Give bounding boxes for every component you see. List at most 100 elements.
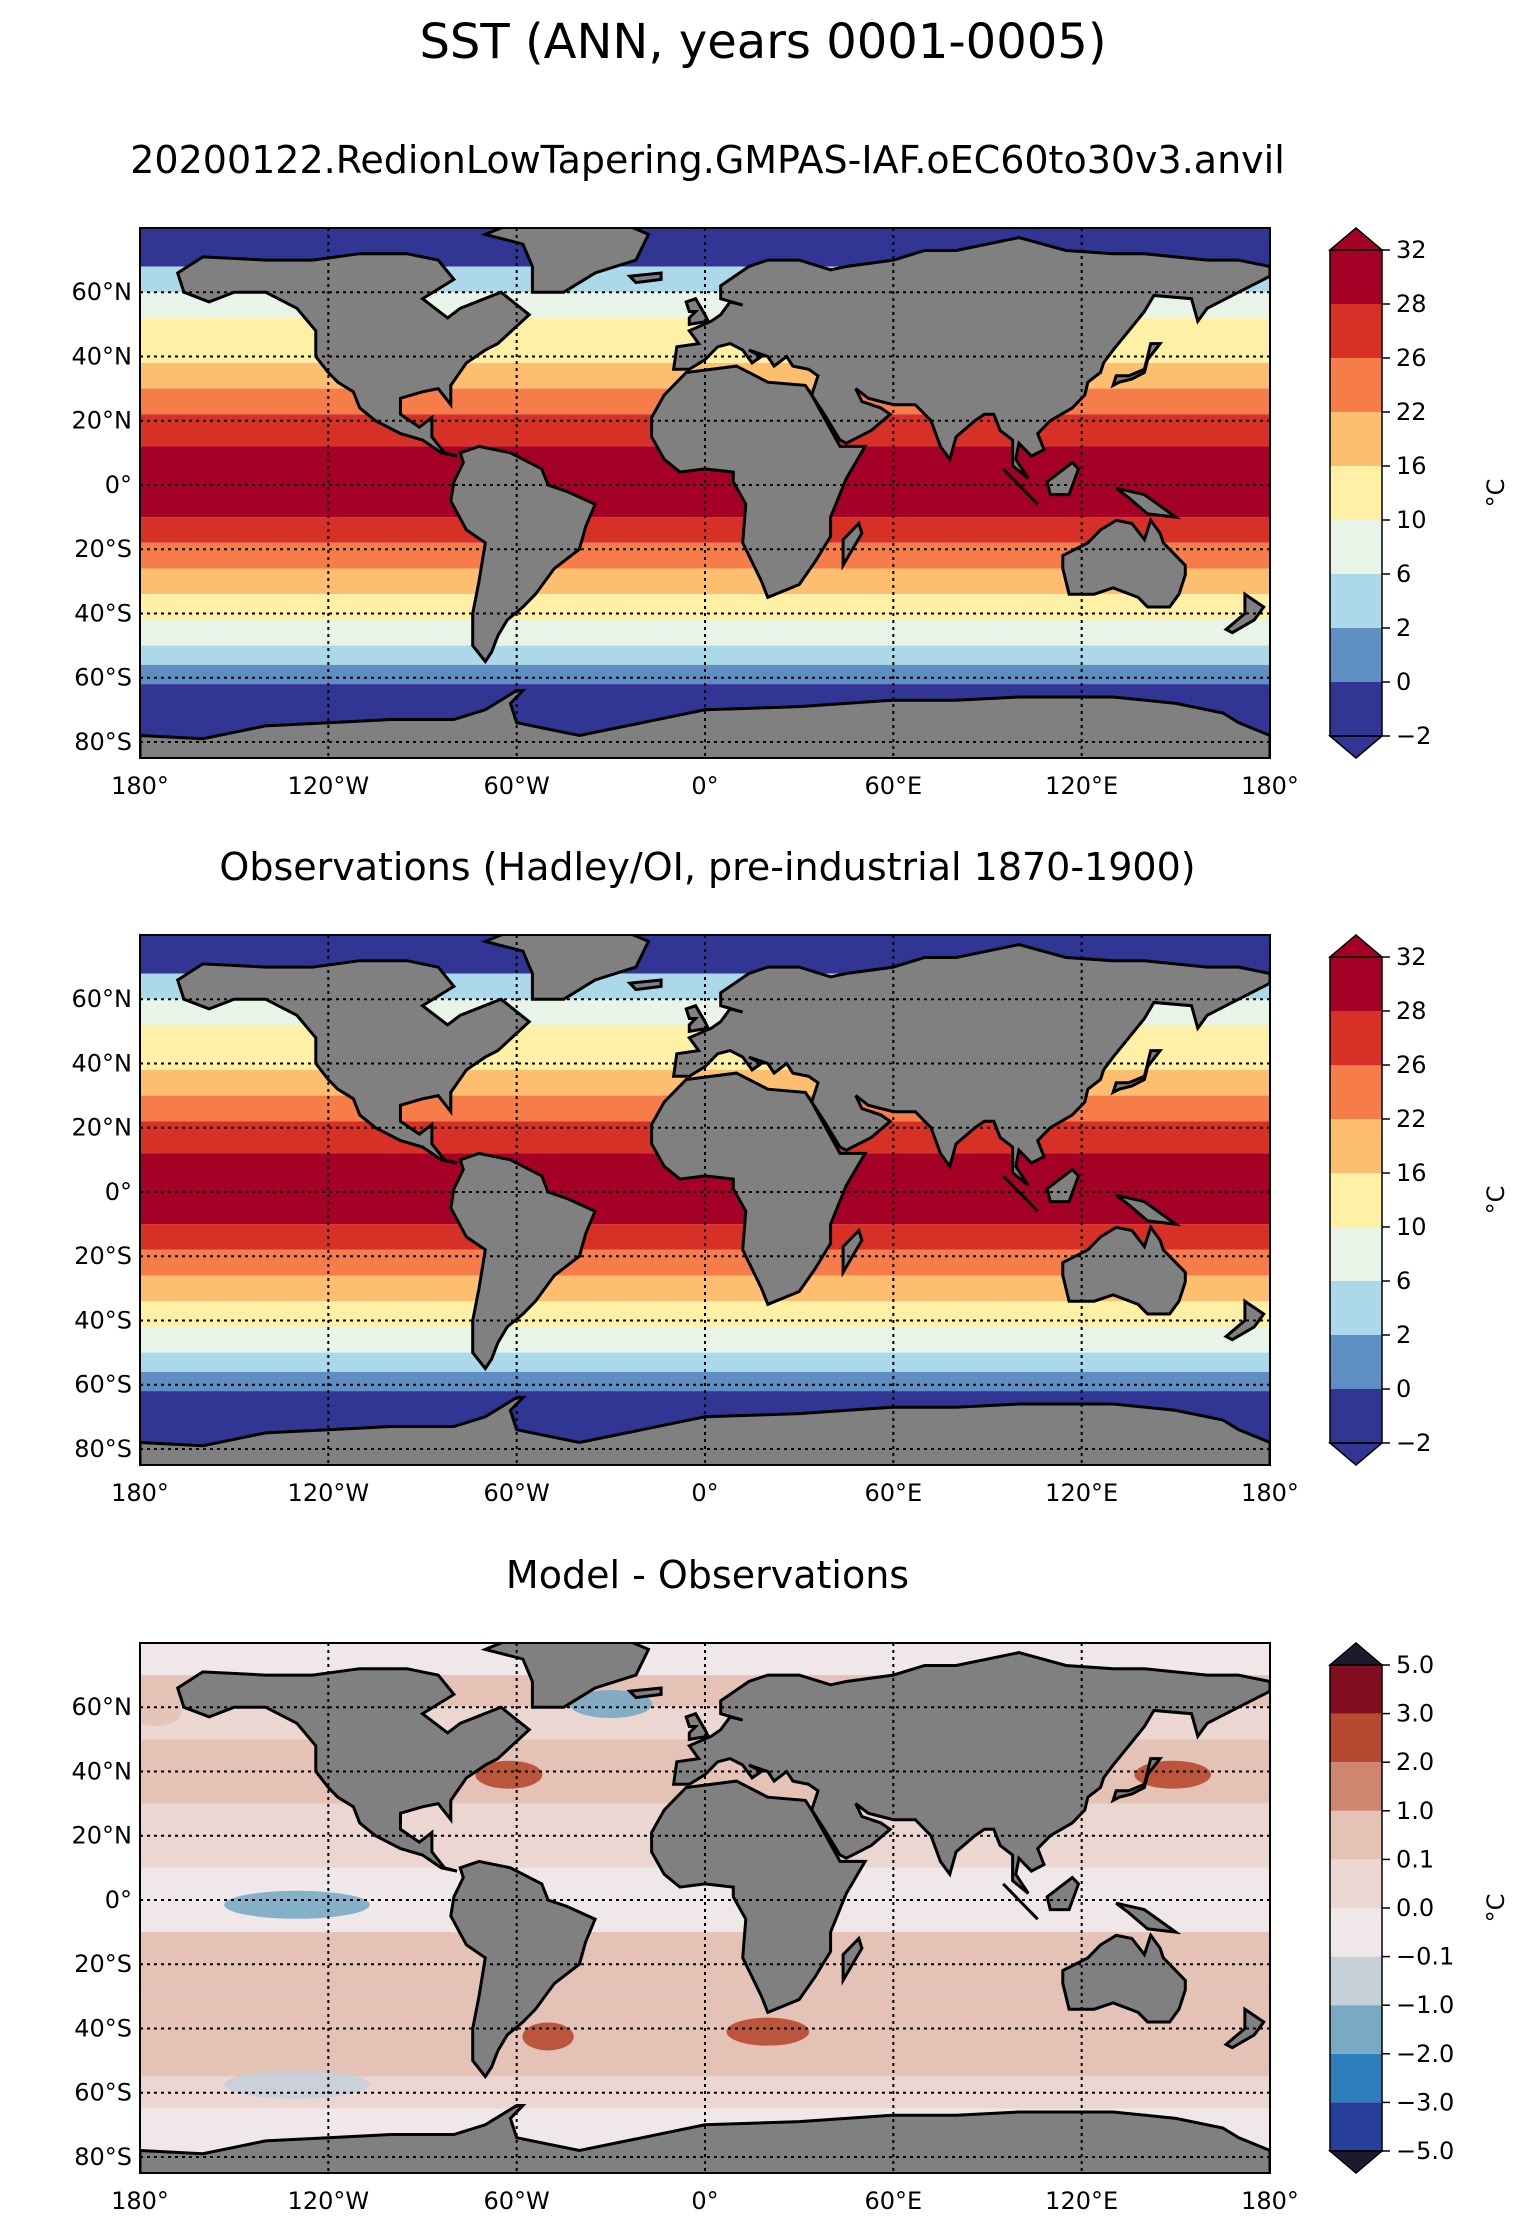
colorbar-tick-label: 22 xyxy=(1396,1105,1427,1133)
colorbar-tick-label: 0 xyxy=(1396,1375,1411,1403)
colorbar-tick-label: 0.0 xyxy=(1396,1894,1434,1922)
anomaly-patch xyxy=(726,2017,810,2046)
land-mass xyxy=(841,1935,864,1986)
colorbar-tick-label: −2.0 xyxy=(1396,2040,1454,2068)
y-tick-label: 20°S xyxy=(74,535,132,563)
colorbar-tick-label: 22 xyxy=(1396,398,1427,426)
colorbar-swatch xyxy=(1330,1956,1382,2006)
land-mass xyxy=(480,1643,651,1709)
colorbar-tick-label: −2 xyxy=(1396,1429,1431,1457)
colorbar-tick-label: 3.0 xyxy=(1396,1700,1434,1728)
colorbar-swatch xyxy=(1330,957,1382,1011)
colorbar-tick-label: 0 xyxy=(1396,668,1411,696)
x-tick-label: 60°E xyxy=(864,772,922,800)
colorbar-unit-label: °C xyxy=(1482,1894,1510,1923)
land-mass xyxy=(1045,1875,1081,1912)
colorbar-swatch xyxy=(1330,2005,1382,2054)
y-tick-label: 20°N xyxy=(72,1114,133,1142)
land-mass xyxy=(480,228,651,294)
y-tick-label: 60°S xyxy=(74,1371,132,1399)
colorbar-tick-label: −3.0 xyxy=(1396,2088,1454,2116)
map-frame xyxy=(139,227,1271,759)
x-tick-label: 120°W xyxy=(288,1479,370,1507)
y-tick-label: 60°N xyxy=(72,1693,133,1721)
x-tick-label: 120°E xyxy=(1045,2187,1118,2215)
colorbar-swatch xyxy=(1330,1810,1382,1860)
x-tick-label: 60°W xyxy=(484,1479,550,1507)
x-tick-label: 120°E xyxy=(1045,1479,1118,1507)
map-frame xyxy=(139,934,1271,1466)
x-tick-label: 180° xyxy=(111,772,169,800)
land-mass xyxy=(1110,342,1164,389)
land-mass xyxy=(671,943,1270,1187)
land-mass xyxy=(1115,486,1182,520)
y-tick-label: 20°N xyxy=(72,407,133,435)
anomaly-patch xyxy=(569,1690,653,1719)
colorbar-tick-label: 0.1 xyxy=(1396,1845,1434,1873)
colorbar-swatch xyxy=(1330,412,1382,466)
map-field xyxy=(140,1643,1270,2173)
anomaly-patch xyxy=(475,1760,543,1789)
colorbar-tick-label: 2.0 xyxy=(1396,1748,1434,1776)
colorbar-unit-label: °C xyxy=(1482,479,1510,508)
colorbar-swatch xyxy=(1330,466,1382,520)
land-mass xyxy=(1223,591,1266,635)
colorbar-swatch xyxy=(1330,1281,1382,1335)
colorbar-tick-label: −2 xyxy=(1396,722,1431,750)
land-mass xyxy=(1002,1882,1039,1921)
y-tick-label: 60°S xyxy=(74,2079,132,2107)
land-mass xyxy=(1223,1298,1266,1342)
colorbar-swatch xyxy=(1330,1335,1382,1389)
y-tick-label: 40°S xyxy=(74,2014,132,2042)
land-mass xyxy=(1110,1049,1164,1096)
colorbar-tick-label: 6 xyxy=(1396,1267,1411,1295)
colorbar-swatch xyxy=(1330,682,1382,736)
y-tick-label: 40°N xyxy=(72,342,133,370)
colorbar-tick-label: 6 xyxy=(1396,560,1411,588)
y-tick-label: 0° xyxy=(105,1178,132,1206)
colorbar-swatch xyxy=(1330,1665,1382,1714)
colorbar-tick-label: 28 xyxy=(1396,290,1427,318)
x-tick-label: 0° xyxy=(691,1479,718,1507)
colorbar-tick-label: 16 xyxy=(1396,1159,1427,1187)
colorbar-tick-label: 26 xyxy=(1396,1051,1427,1079)
land-mass xyxy=(1110,1757,1164,1804)
colorbar-tick-label: 10 xyxy=(1396,506,1427,534)
colorbar-swatch xyxy=(1330,1011,1382,1065)
land-mass xyxy=(650,1779,868,2015)
land-mass xyxy=(650,1071,868,1307)
colorbar-swatch xyxy=(1330,1713,1382,1763)
y-tick-label: 40°N xyxy=(72,1757,133,1785)
colorbar-tick-label: 5.0 xyxy=(1396,1651,1434,1679)
colorbar-swatch xyxy=(1330,2053,1382,2103)
anomaly-patch xyxy=(140,1698,182,1727)
colorbar-tick-label: −0.1 xyxy=(1396,1943,1454,1971)
x-tick-label: 120°E xyxy=(1045,772,1118,800)
figure-title: SST (ANN, years 0001-0005) xyxy=(419,14,1107,70)
land-mass xyxy=(626,271,663,285)
y-tick-label: 60°S xyxy=(74,664,132,692)
y-tick-label: 80°S xyxy=(74,2143,132,2171)
colorbar-swatch xyxy=(1330,1065,1382,1119)
x-tick-label: 60°W xyxy=(484,772,550,800)
land-mass xyxy=(1223,2006,1266,2050)
y-tick-label: 0° xyxy=(105,471,132,499)
x-tick-label: 0° xyxy=(691,2187,718,2215)
land-mass xyxy=(684,1003,711,1034)
x-tick-label: 180° xyxy=(111,1479,169,1507)
anomaly-patch xyxy=(522,2022,574,2051)
colorbar-swatch xyxy=(1330,1119,1382,1173)
colorbar: −5.0 −3.0 −2.0 −1.0 −0.1 0.0 0.1 1.0 2.0 3.0 5.0 °C xyxy=(1327,1642,1510,2174)
colorbar-swatch xyxy=(1330,1762,1382,1811)
colorbar-tick-label: 10 xyxy=(1396,1213,1427,1241)
land-mass xyxy=(1002,1174,1039,1213)
x-tick-label: 180° xyxy=(1241,772,1299,800)
y-tick-label: 40°S xyxy=(74,1306,132,1334)
land-mass xyxy=(841,1227,864,1278)
panel-title-model: 20200122.RedionLowTapering.GMPAS-IAF.oEC… xyxy=(130,138,1285,182)
land-mass xyxy=(684,1711,711,1742)
colorbar-tick-label: 2 xyxy=(1396,1321,1411,1349)
